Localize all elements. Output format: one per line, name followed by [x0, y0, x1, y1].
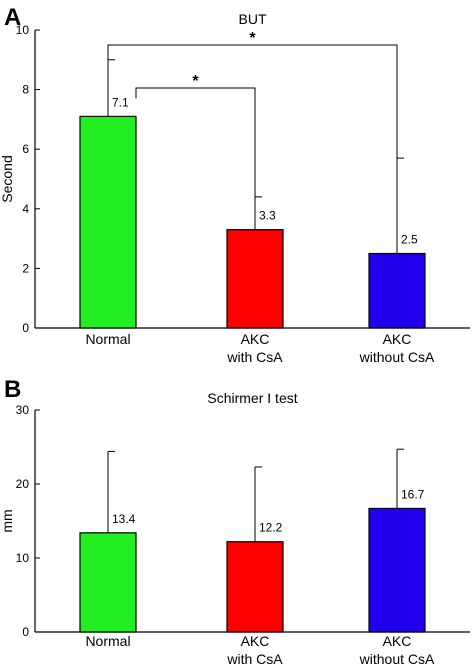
- bar-2: [226, 229, 284, 329]
- data-label: 13.4: [112, 512, 136, 526]
- y-tick-label: 4: [22, 202, 29, 216]
- y-tick-label: 0: [22, 625, 29, 639]
- category-label: AKC: [383, 331, 412, 347]
- y-tick-label: 10: [16, 551, 30, 565]
- bar-1: [79, 532, 137, 633]
- panel-letter: B: [4, 376, 21, 403]
- category-label: Normal: [85, 331, 130, 347]
- chart-panel-b: B Schirmer I test 0 10 20 30 mm 13.4 Normal 12.2 A…: [0, 376, 470, 667]
- significance-bracket: [107, 44, 398, 159]
- bar-3: [368, 252, 426, 329]
- chart-title: Schirmer I test: [207, 390, 297, 406]
- y-axis-label: Second: [0, 155, 15, 202]
- y-tick-label: 8: [22, 83, 29, 97]
- significance-marker: *: [192, 73, 199, 90]
- y-tick-label: 2: [22, 261, 29, 275]
- category-label: Normal: [85, 633, 130, 649]
- chart-panel-a: A BUT 0 2 4 6 8 10 Second 7.1 Normal 3.3 AKC with CsA…: [0, 4, 470, 365]
- data-label: 16.7: [401, 487, 425, 501]
- y-tick-label: 20: [16, 477, 30, 491]
- chart-title: BUT: [239, 11, 267, 27]
- category-label: without CsA: [359, 651, 435, 667]
- bar-2: [226, 541, 284, 633]
- y-tick-label: 6: [22, 142, 29, 156]
- significance-marker: *: [249, 30, 256, 47]
- data-label: 12.2: [259, 521, 283, 535]
- y-tick-label: 30: [16, 403, 30, 417]
- category-label: with CsA: [226, 349, 283, 365]
- significance-bracket: [135, 87, 256, 197]
- category-label: with CsA: [226, 651, 283, 667]
- category-label: without CsA: [359, 349, 435, 365]
- data-label: 2.5: [401, 233, 418, 247]
- y-axis-label: mm: [0, 509, 15, 532]
- category-label: AKC: [383, 633, 412, 649]
- panel-letter: A: [4, 4, 21, 31]
- bar-3: [368, 507, 426, 633]
- bar-1: [79, 115, 137, 329]
- data-label: 3.3: [259, 209, 276, 223]
- category-label: AKC: [241, 633, 270, 649]
- data-label: 7.1: [112, 95, 129, 109]
- y-tick-label: 0: [22, 321, 29, 335]
- y-tick-label: 10: [16, 23, 30, 37]
- category-label: AKC: [241, 331, 270, 347]
